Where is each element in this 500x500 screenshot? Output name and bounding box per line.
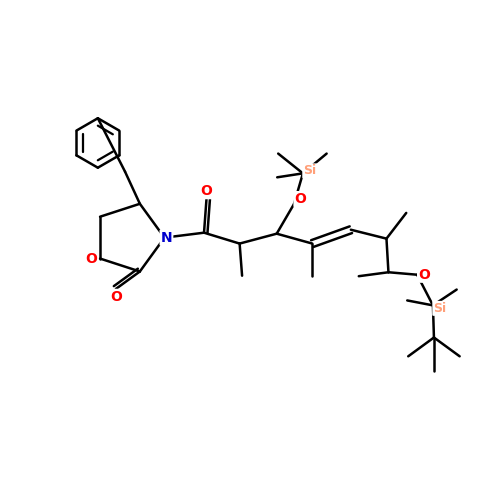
Text: O: O xyxy=(85,252,97,266)
Text: O: O xyxy=(200,184,212,198)
Text: Si: Si xyxy=(304,164,316,177)
Text: O: O xyxy=(110,290,122,304)
Text: Si: Si xyxy=(434,302,446,315)
Text: O: O xyxy=(418,268,430,281)
Text: O: O xyxy=(294,192,306,206)
Text: N: N xyxy=(160,230,172,244)
